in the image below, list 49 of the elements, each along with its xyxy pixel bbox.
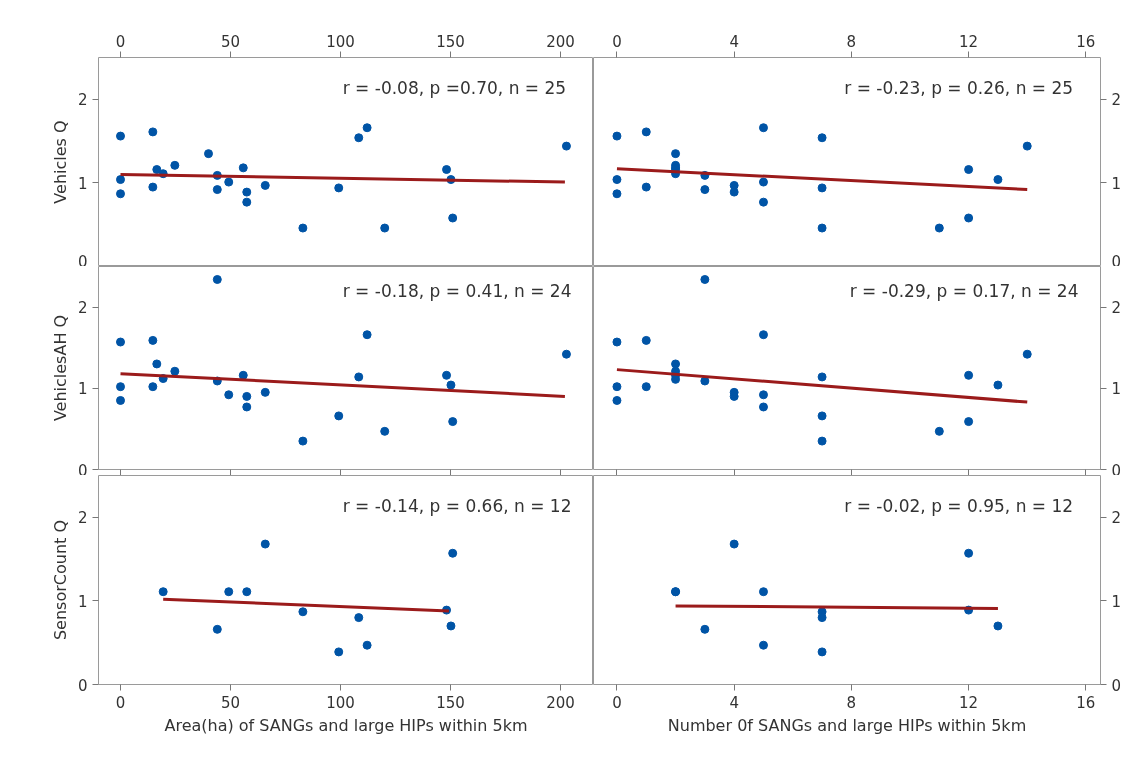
x-axis-title: Number 0f SANGs and large HIPs within 5km — [667, 715, 1027, 735]
y-tick-label: 0 — [77, 461, 88, 480]
x-tick-label: 50 — [220, 32, 241, 51]
x-tick-label: 16 — [1076, 32, 1096, 51]
y-axis-title: SensorCount Q — [50, 519, 70, 641]
x-tick-label: 150 — [436, 32, 465, 51]
y-tick-label: 1 — [1111, 174, 1122, 193]
x-tick-label: 0 — [115, 32, 126, 51]
x-tick-label: 150 — [436, 693, 465, 712]
x-tick-label: 8 — [846, 693, 857, 712]
x-tick-label: 200 — [546, 32, 575, 51]
y-tick-label: 2 — [1111, 91, 1122, 110]
y-tick-label: 2 — [1111, 509, 1122, 528]
y-tick-label: 1 — [77, 380, 88, 399]
x-tick-label: 50 — [220, 693, 241, 712]
annotation: r = -0.02, p = 0.95, n = 12 — [844, 495, 1074, 516]
x-tick-label: 12 — [959, 32, 979, 51]
annotation: r = -0.18, p = 0.41, n = 24 — [342, 280, 572, 301]
y-tick-label: 0 — [77, 676, 88, 695]
y-tick-label: 2 — [1111, 299, 1122, 318]
annotation: r = -0.14, p = 0.66, n = 12 — [342, 495, 572, 516]
y-tick-label: 1 — [77, 174, 88, 193]
annotation: r = -0.29, p = 0.17, n = 24 — [849, 280, 1079, 301]
x-tick-label: 100 — [326, 693, 355, 712]
x-tick-label: 12 — [959, 693, 979, 712]
x-tick-label: 16 — [1076, 693, 1096, 712]
y-tick-label: 2 — [77, 509, 88, 528]
y-axis-title: VehiclesAH Q — [50, 314, 70, 422]
y-tick-label: 0 — [1111, 676, 1122, 695]
x-tick-label: 0 — [115, 693, 126, 712]
y-tick-label: 1 — [77, 592, 88, 611]
x-tick-label: 4 — [729, 693, 739, 712]
y-tick-label: 2 — [77, 299, 88, 318]
y-tick-label: 0 — [77, 252, 88, 271]
x-tick-label: 8 — [846, 32, 857, 51]
y-tick-label: 1 — [1111, 592, 1122, 611]
x-tick-label: 200 — [546, 693, 575, 712]
x-tick-label: 4 — [729, 32, 739, 51]
annotation: r = -0.23, p = 0.26, n = 25 — [844, 77, 1074, 98]
x-tick-label: 100 — [326, 32, 355, 51]
x-tick-label: 0 — [612, 32, 622, 51]
y-tick-label: 1 — [1111, 380, 1122, 399]
y-tick-label: 0 — [1111, 252, 1122, 271]
y-axis-title: Vehicles Q — [50, 120, 70, 204]
x-axis-title: Area(ha) of SANGs and large HIPs within 5km — [164, 715, 528, 735]
y-tick-label: 0 — [1111, 461, 1122, 480]
x-tick-label: 0 — [612, 693, 622, 712]
annotation: r = -0.08, p =0.70, n = 25 — [342, 77, 567, 98]
y-tick-label: 2 — [77, 91, 88, 110]
